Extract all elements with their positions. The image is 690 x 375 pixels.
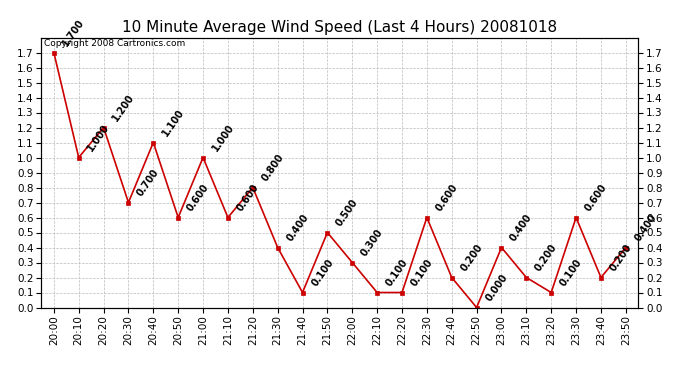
Text: 1.000: 1.000 (210, 122, 236, 153)
Text: 0.200: 0.200 (533, 242, 559, 273)
Text: 0.600: 0.600 (185, 182, 211, 213)
Text: 0.700: 0.700 (135, 167, 161, 198)
Text: 0.300: 0.300 (359, 227, 385, 258)
Text: 1.100: 1.100 (160, 107, 186, 138)
Text: 1.200: 1.200 (110, 92, 137, 123)
Text: 0.400: 0.400 (633, 212, 658, 243)
Text: 0.100: 0.100 (409, 257, 435, 288)
Text: 1.700: 1.700 (61, 17, 87, 48)
Text: 0.600: 0.600 (235, 182, 261, 213)
Text: 0.000: 0.000 (484, 272, 509, 303)
Text: 0.800: 0.800 (259, 152, 286, 183)
Text: 0.100: 0.100 (310, 257, 335, 288)
Text: 0.100: 0.100 (558, 257, 584, 288)
Text: 1.000: 1.000 (86, 122, 112, 153)
Text: 0.100: 0.100 (384, 257, 410, 288)
Text: 0.200: 0.200 (608, 242, 633, 273)
Text: 0.200: 0.200 (459, 242, 484, 273)
Title: 10 Minute Average Wind Speed (Last 4 Hours) 20081018: 10 Minute Average Wind Speed (Last 4 Hou… (122, 20, 558, 35)
Text: Copyright 2008 Cartronics.com: Copyright 2008 Cartronics.com (44, 39, 186, 48)
Text: 0.400: 0.400 (509, 212, 534, 243)
Text: 0.500: 0.500 (335, 197, 360, 228)
Text: 0.600: 0.600 (434, 182, 460, 213)
Text: 0.400: 0.400 (284, 212, 310, 243)
Text: 0.600: 0.600 (583, 182, 609, 213)
